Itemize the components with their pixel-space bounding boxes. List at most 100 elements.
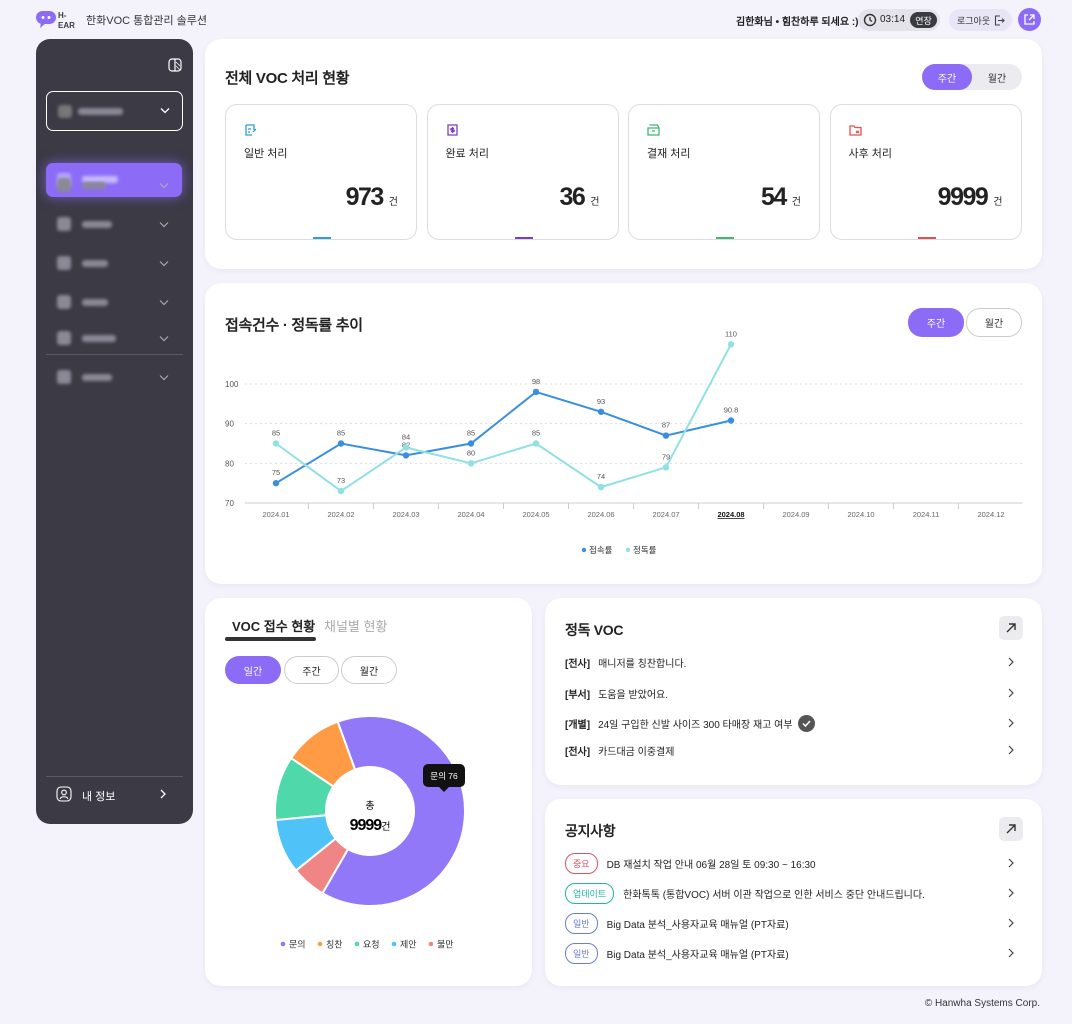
data-label: 80: [467, 448, 475, 457]
data-point: [467, 460, 475, 467]
logout-button[interactable]: 로그아웃: [949, 9, 1012, 31]
legend-dot: [581, 547, 587, 553]
voc-text: 도움을 받았어요.: [598, 689, 669, 701]
stat-value-wrap: 9999 건: [938, 183, 1003, 212]
stat-underline: [514, 237, 533, 239]
notice-item[interactable]: 일반 Big Data 분석_사용자교육 매뉴얼 (PT자료): [565, 912, 1022, 934]
x-tick-label: 2024.10: [847, 510, 874, 519]
chevron-path: [1008, 688, 1014, 698]
voc-tag: [전사]: [565, 658, 591, 670]
tab-active[interactable]: VOC 접수 현황: [232, 619, 316, 634]
check-bg: [797, 714, 815, 732]
y-tick-label: 100: [225, 380, 239, 389]
stat-card[interactable]: 완료 처리 36 건: [426, 104, 619, 240]
stat-value-wrap: 973 건: [346, 183, 398, 212]
x-tick-label: 2024.11: [913, 510, 940, 519]
data-point: [597, 408, 605, 415]
sidebar-toggle[interactable]: [168, 58, 182, 72]
read-voc-card: 정독 VOC [전사] 매니저를 칭찬합니다. [부서] 도움을 받았어요. [개별] 2…: [545, 598, 1042, 785]
voc-item[interactable]: [개별] 24일 구입한 신발 사이즈 300 타매장 재고 여부: [565, 713, 1022, 733]
data-point: [727, 341, 735, 348]
notice-tag: 일반: [565, 942, 598, 964]
period-active[interactable]: 일간: [225, 656, 281, 684]
stat-label: 완료 처리: [445, 148, 490, 160]
voc-tag: [전사]: [565, 746, 591, 758]
y-tick-label: 80: [225, 459, 234, 468]
notice-item[interactable]: 일반 Big Data 분석_사용자교육 매뉴얼 (PT자료): [565, 942, 1022, 964]
chevron-down: [159, 222, 169, 228]
logo-bottom: EAR: [58, 21, 75, 30]
greeting: 김한화님 • 힘찬하루 되세요 :): [736, 17, 859, 28]
stat-card[interactable]: 일반 처리 973 건: [225, 104, 417, 240]
voc-item[interactable]: [전사] 카드대금 이중결제: [565, 740, 1022, 760]
tooltip-value: 76: [448, 771, 458, 781]
tab[interactable]: 채널별 현황: [324, 619, 388, 634]
stat-value-wrap: 54 건: [761, 183, 801, 212]
logo[interactable]: H- EAR: [36, 10, 84, 30]
divider: [46, 776, 183, 777]
legend-dot: [317, 941, 323, 947]
menu-label: [82, 221, 112, 228]
external-button[interactable]: [1018, 8, 1041, 31]
arrow-icon: [1006, 824, 1016, 834]
x-tick-label: 2024.05: [522, 510, 549, 519]
check-mark: [802, 719, 811, 727]
notice-tag: 업데이트: [565, 882, 615, 904]
org-select[interactable]: [46, 91, 183, 131]
chevron-path: [159, 183, 169, 189]
period[interactable]: 주간: [284, 656, 339, 684]
legend-label: 정독률: [633, 545, 657, 555]
menu-item[interactable]: [46, 289, 182, 315]
extend-button[interactable]: 연장: [910, 12, 937, 28]
notice-item[interactable]: 업데이트 한화톡톡 (통합VOC) 서버 이관 작업으로 인한 서비스 중단 안내…: [565, 882, 1022, 904]
toggle-option[interactable]: 월간: [966, 308, 1022, 337]
voc-item[interactable]: [부서] 도움을 받았어요.: [565, 683, 1022, 703]
chevron-path: [159, 261, 169, 267]
data-point: [597, 483, 605, 491]
stat-icon-path: [848, 125, 862, 136]
arrow-icon: [1006, 623, 1016, 633]
chevron-right: [160, 789, 166, 799]
toggle-option[interactable]: 월간: [987, 73, 1007, 85]
trend-title: 접속건수 · 정독률 추이: [225, 317, 363, 334]
timer-box: 03:14 연장: [858, 9, 940, 31]
stat-card[interactable]: 결재 처리 54 건: [628, 104, 820, 240]
period[interactable]: 월간: [341, 656, 397, 684]
notice-text: 한화톡톡 (통합VOC) 서버 이관 작업으로 인한 서비스 중단 안내드립니다…: [623, 889, 925, 901]
notice-item[interactable]: 중요 DB 재설치 작업 안내 06월 28일 토 09:30 ~ 16:30: [565, 852, 1022, 874]
toggle-active[interactable]: 주간: [908, 308, 964, 337]
notice-tag: 중요: [565, 852, 598, 874]
tooltip: 문의 76: [430, 771, 458, 781]
stat-card[interactable]: 사후 처리 9999 건: [829, 104, 1022, 240]
chevron-path: [159, 300, 169, 306]
chevron-path: [1008, 888, 1014, 898]
toggle-active[interactable]: 주간: [922, 64, 972, 90]
clock-icon: [863, 13, 877, 27]
data-label: 79: [662, 452, 670, 461]
logout-icon: [995, 14, 1005, 26]
chevron-right: [1008, 888, 1014, 898]
menu-icon: [57, 370, 71, 384]
line-chart: 70 80 90 100 2024.01 2024.02 2024.03 2024.04 202…: [225, 329, 1022, 555]
more-button[interactable]: [999, 817, 1023, 841]
legend-dot: [625, 547, 631, 553]
data-point: [727, 417, 735, 424]
data-point: [662, 464, 670, 471]
my-info[interactable]: 내 정보: [82, 791, 116, 803]
voc-item[interactable]: [전사] 매니저를 칭찬합니다.: [565, 652, 1022, 672]
more-button[interactable]: [999, 616, 1023, 640]
menu-item[interactable]: [46, 172, 182, 198]
chevron-down: [159, 375, 169, 381]
menu-item[interactable]: [46, 211, 182, 237]
menu-item[interactable]: [46, 364, 182, 390]
voc-tag: [개별]: [565, 719, 591, 731]
data-point: [402, 444, 410, 451]
trend-card: 접속건수 · 정독률 추이 주간 월간 70 80 90 100 2024.01 2024…: [205, 283, 1042, 584]
voc-card: 총 9999건 문의 76 문의 칭찬 요청 제안 불만 VOC 접수 현황 채널별 현황 일…: [205, 598, 532, 986]
menu-item[interactable]: [46, 250, 182, 276]
legend-label: 접속률: [589, 545, 613, 555]
menu-item[interactable]: [46, 325, 182, 351]
stat-value: 54: [760, 183, 787, 211]
data-point: [272, 440, 280, 447]
legend-dot: [354, 941, 360, 947]
